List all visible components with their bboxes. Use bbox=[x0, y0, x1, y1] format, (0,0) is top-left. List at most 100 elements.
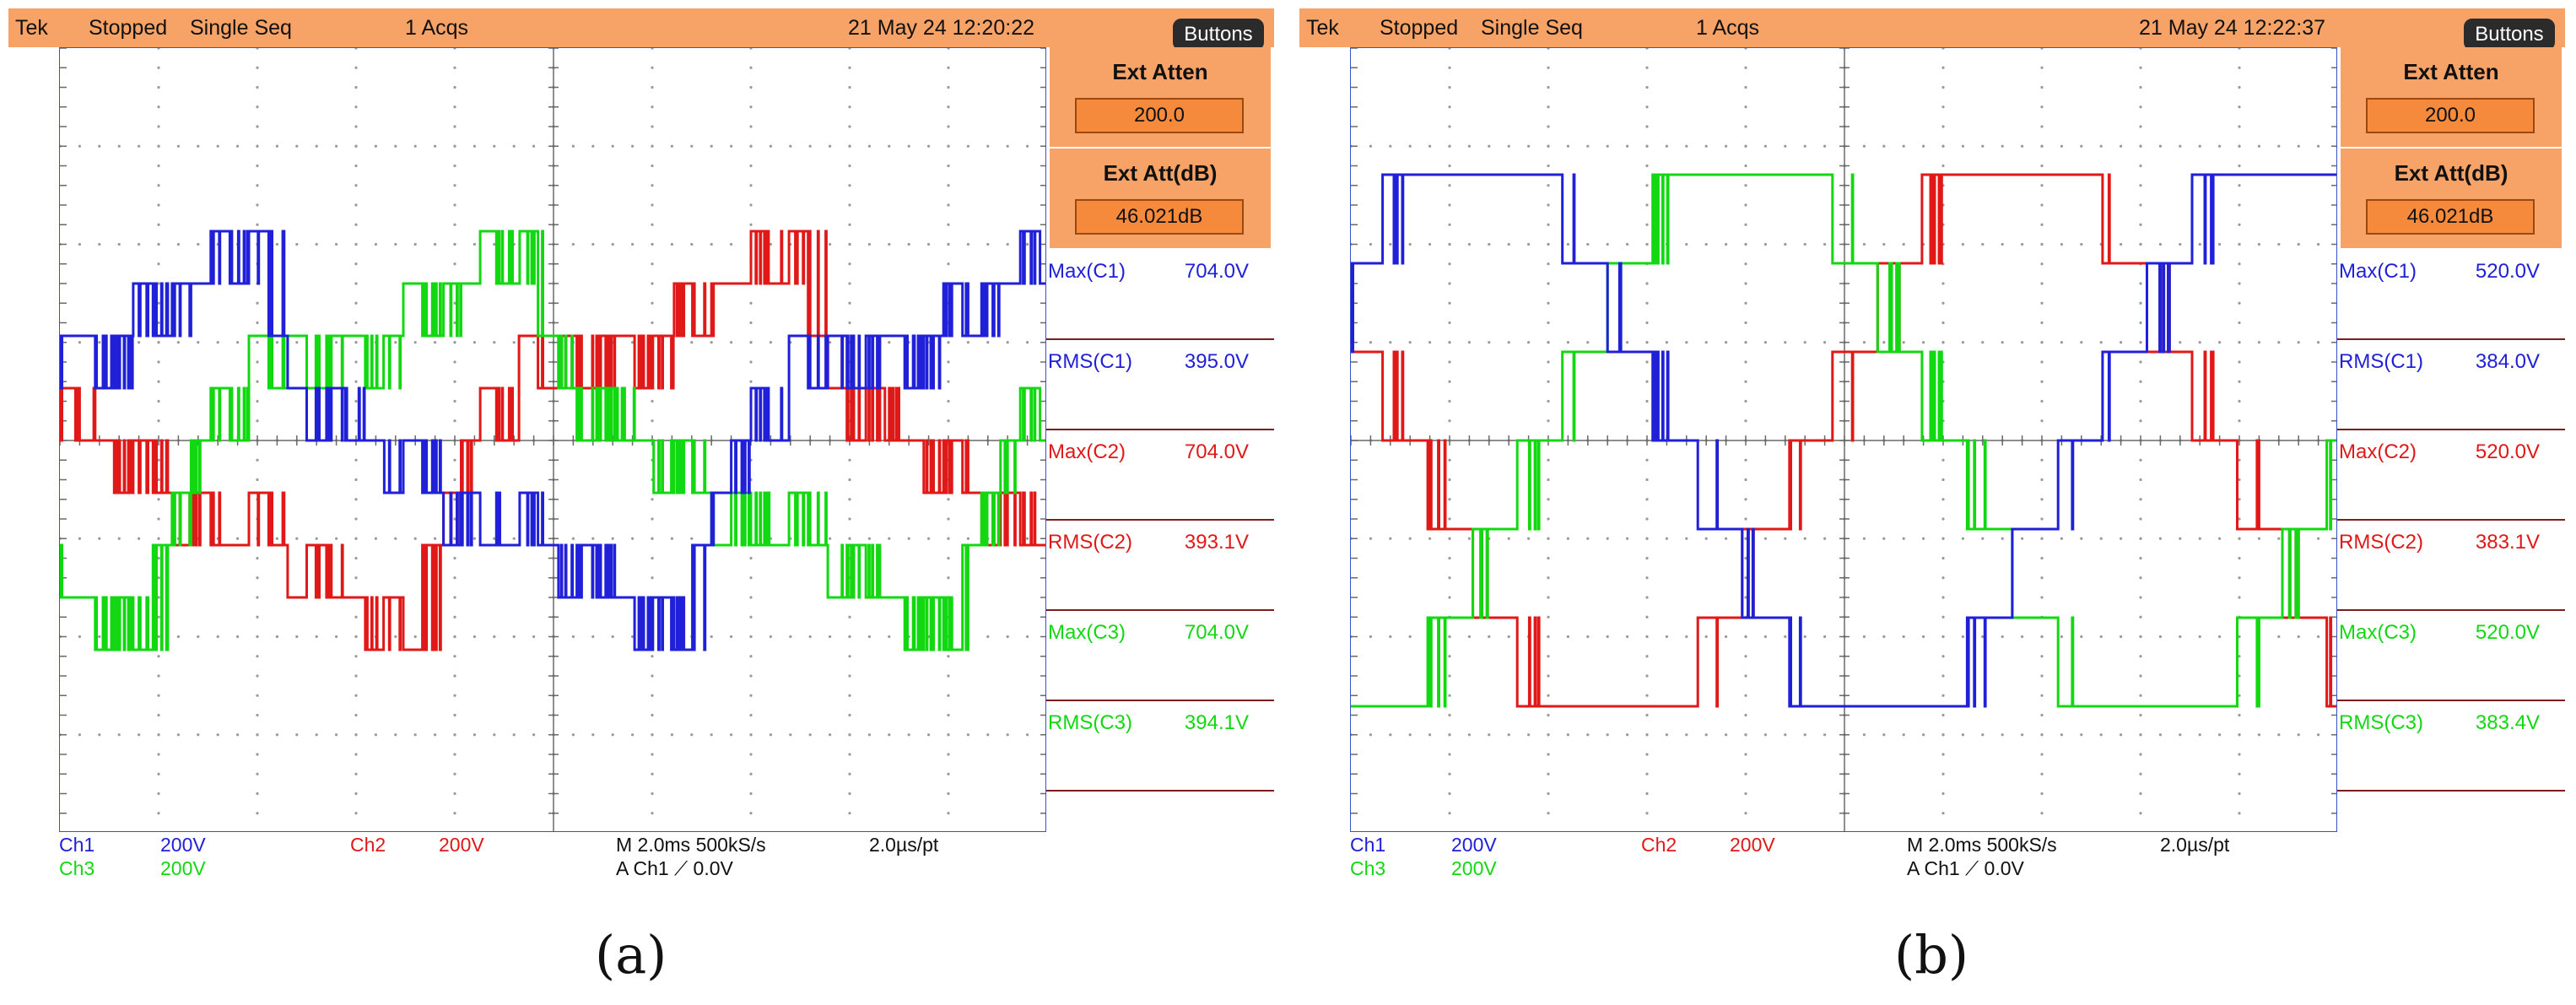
acquisition-state: Stopped bbox=[89, 16, 168, 40]
measurement-value: 520.0V bbox=[2475, 621, 2540, 644]
graticule bbox=[60, 48, 1045, 831]
measurement-max-c2: Max(C2) 520.0V bbox=[2337, 430, 2565, 521]
ch1-scale: 200V bbox=[1451, 834, 1497, 856]
ext-atten-label: Ext Atten bbox=[2403, 59, 2499, 84]
measurement-value: 520.0V bbox=[2475, 440, 2540, 463]
channel-status-line: Ch1 200V Ch3 200V Ch2 200V M 2.0ms 500kS… bbox=[59, 832, 1046, 886]
measurement-rms-c2: RMS(C2) 383.1V bbox=[2337, 521, 2565, 611]
measurement-value: 383.1V bbox=[2475, 531, 2540, 554]
ext-atten-value[interactable]: 200.0 bbox=[1075, 98, 1244, 133]
ext-att-db-value[interactable]: 46.021dB bbox=[2366, 199, 2535, 235]
ext-atten-menu[interactable]: Ext Atten 200.0 bbox=[1050, 47, 1271, 147]
ch1-label: Ch1 bbox=[59, 834, 95, 856]
trigger-readout: A Ch1 ⟋ 0.0V bbox=[616, 857, 733, 879]
brand-label: Tek bbox=[15, 16, 48, 40]
figure-caption-b: (b) bbox=[1894, 924, 1969, 986]
timebase: M 2.0ms 500kS/s bbox=[1907, 834, 2057, 856]
brand-label: Tek bbox=[1306, 16, 1339, 40]
ext-atten-value[interactable]: 200.0 bbox=[2366, 98, 2535, 133]
ch2-label: Ch2 bbox=[1641, 834, 1677, 856]
ch2-scale: 200V bbox=[439, 834, 484, 856]
status-bar: Tek Stopped Single Seq 1 Acqs 21 May 24 … bbox=[8, 8, 1274, 47]
ch3-label: Ch3 bbox=[59, 857, 95, 879]
figure-caption-a: (a) bbox=[595, 924, 667, 986]
ch1-scale: 200V bbox=[160, 834, 206, 856]
ext-att-db-value[interactable]: 46.021dB bbox=[1075, 199, 1244, 235]
measurement-rms-c1: RMS(C1) 384.0V bbox=[2337, 340, 2565, 430]
waveform-display bbox=[59, 47, 1046, 832]
acquisition-mode: Single Seq bbox=[1481, 16, 1583, 40]
oscilloscope-panel-b: Tek Stopped Single Seq 1 Acqs 21 May 24 … bbox=[1299, 8, 2565, 886]
ch2-label: Ch2 bbox=[350, 834, 386, 856]
ch1-label: Ch1 bbox=[1350, 834, 1386, 856]
ch2-waveform bbox=[60, 230, 1045, 651]
ch3-label: Ch3 bbox=[1350, 857, 1386, 879]
measurement-max-c3: Max(C3) 704.0V bbox=[1046, 611, 1274, 701]
ext-att-db-label: Ext Att(dB) bbox=[2394, 160, 2508, 186]
trigger-readout: A Ch1 ⟋ 0.0V bbox=[1907, 857, 2024, 879]
ch3-scale: 200V bbox=[160, 857, 206, 879]
measurement-label: Max(C2) bbox=[2339, 440, 2417, 463]
measurement-value: 704.0V bbox=[1184, 621, 1249, 644]
measurement-value: 384.0V bbox=[2475, 350, 2540, 373]
ext-atten-menu[interactable]: Ext Atten 200.0 bbox=[2341, 47, 2562, 147]
measurement-label: RMS(C1) bbox=[1048, 350, 1132, 373]
status-bar: Tek Stopped Single Seq 1 Acqs 21 May 24 … bbox=[1299, 8, 2565, 47]
ext-att-db-menu[interactable]: Ext Att(dB) 46.021dB bbox=[2341, 149, 2562, 248]
ch3-waveform bbox=[1351, 173, 2336, 708]
measurement-rms-c1: RMS(C1) 395.0V bbox=[1046, 340, 1274, 430]
measurement-label: Max(C3) bbox=[1048, 621, 1126, 644]
buttons-button[interactable]: Buttons bbox=[1171, 17, 1266, 52]
acquisition-state: Stopped bbox=[1380, 16, 1459, 40]
datetime: 21 May 24 12:22:37 bbox=[2139, 16, 2325, 40]
waveforms bbox=[1351, 173, 2336, 708]
measurement-label: Max(C2) bbox=[1048, 440, 1126, 463]
measurement-label: Max(C1) bbox=[1048, 260, 1126, 283]
measurement-max-c1: Max(C1) 704.0V bbox=[1046, 250, 1274, 340]
side-menu: Ext Atten 200.0 Ext Att(dB) 46.021dB Max… bbox=[2337, 47, 2565, 832]
measurement-label: Max(C1) bbox=[2339, 260, 2417, 283]
measurement-rms-c2: RMS(C2) 393.1V bbox=[1046, 521, 1274, 611]
measurement-rms-c3: RMS(C3) 383.4V bbox=[2337, 701, 2565, 792]
sample-resolution: 2.0µs/pt bbox=[2160, 834, 2230, 856]
ch1-waveform bbox=[1351, 173, 2336, 708]
measurement-label: RMS(C2) bbox=[2339, 531, 2423, 554]
ext-att-db-label: Ext Att(dB) bbox=[1103, 160, 1218, 186]
measurement-value: 520.0V bbox=[2475, 260, 2540, 283]
waveform-display bbox=[1350, 47, 2337, 832]
ext-atten-label: Ext Atten bbox=[1112, 59, 1208, 84]
side-menu: Ext Atten 200.0 Ext Att(dB) 46.021dB Max… bbox=[1046, 47, 1274, 832]
measurement-max-c3: Max(C3) 520.0V bbox=[2337, 611, 2565, 701]
measurement-value: 704.0V bbox=[1184, 440, 1249, 463]
datetime: 21 May 24 12:20:22 bbox=[848, 16, 1034, 40]
measurement-value: 383.4V bbox=[2475, 711, 2540, 734]
measurement-label: RMS(C1) bbox=[2339, 350, 2423, 373]
graticule bbox=[1351, 48, 2336, 831]
acquisition-count: 1 Acqs bbox=[1696, 16, 1760, 40]
oscilloscope-panel-a: Tek Stopped Single Seq 1 Acqs 21 May 24 … bbox=[8, 8, 1274, 886]
measurement-label: Max(C3) bbox=[2339, 621, 2417, 644]
ch1-waveform bbox=[60, 230, 1045, 651]
measurement-value: 395.0V bbox=[1184, 350, 1249, 373]
waveforms bbox=[60, 230, 1045, 651]
ch2-scale: 200V bbox=[1730, 834, 1775, 856]
channel-status-line: Ch1 200V Ch3 200V Ch2 200V M 2.0ms 500kS… bbox=[1350, 832, 2337, 886]
measurement-value: 394.1V bbox=[1184, 711, 1249, 734]
measurement-value: 704.0V bbox=[1184, 260, 1249, 283]
buttons-button[interactable]: Buttons bbox=[2462, 17, 2557, 52]
measurement-label: RMS(C2) bbox=[1048, 531, 1132, 554]
measurement-label: RMS(C3) bbox=[2339, 711, 2423, 734]
ch3-scale: 200V bbox=[1451, 857, 1497, 879]
ch2-waveform bbox=[1351, 173, 2336, 708]
measurement-max-c1: Max(C1) 520.0V bbox=[2337, 250, 2565, 340]
measurement-max-c2: Max(C2) 704.0V bbox=[1046, 430, 1274, 521]
acquisition-count: 1 Acqs bbox=[405, 16, 469, 40]
ext-att-db-menu[interactable]: Ext Att(dB) 46.021dB bbox=[1050, 149, 1271, 248]
sample-resolution: 2.0µs/pt bbox=[869, 834, 939, 856]
measurement-value: 393.1V bbox=[1184, 531, 1249, 554]
measurement-rms-c3: RMS(C3) 394.1V bbox=[1046, 701, 1274, 792]
ch3-waveform bbox=[60, 230, 1045, 651]
timebase: M 2.0ms 500kS/s bbox=[616, 834, 766, 856]
measurement-label: RMS(C3) bbox=[1048, 711, 1132, 734]
acquisition-mode: Single Seq bbox=[190, 16, 292, 40]
